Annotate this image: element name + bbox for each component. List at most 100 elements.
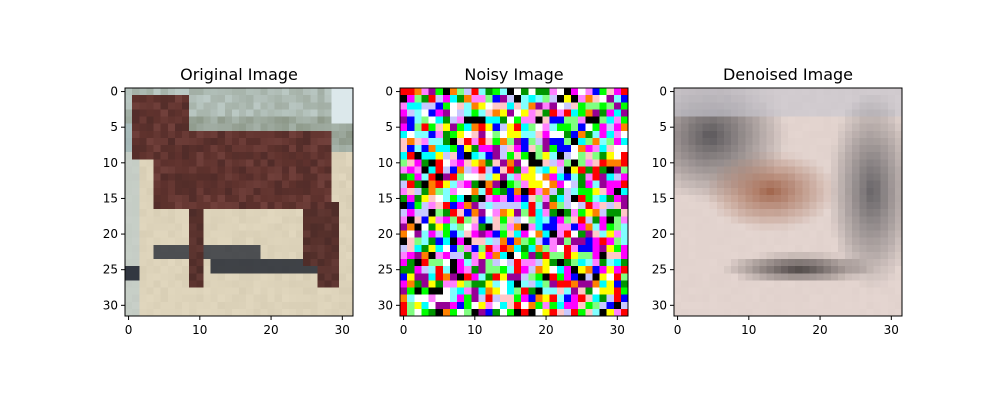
image-pixel — [231, 202, 240, 210]
image-pixel — [571, 230, 579, 239]
image-pixel — [253, 230, 261, 239]
image-pixel — [752, 166, 760, 174]
image-pixel — [514, 202, 522, 210]
image-pixel — [317, 294, 325, 303]
image-pixel — [681, 137, 689, 146]
image-pixel — [563, 237, 572, 246]
image-pixel — [132, 216, 140, 224]
image-pixel — [852, 180, 860, 189]
image-pixel — [578, 273, 586, 281]
image-pixel — [766, 294, 775, 303]
image-pixel — [189, 287, 197, 296]
image-pixel — [217, 202, 226, 210]
image-pixel — [542, 251, 551, 260]
image-pixel — [606, 159, 615, 167]
image-pixel — [274, 123, 283, 132]
image-pixel — [723, 123, 732, 132]
image-pixel — [310, 95, 318, 103]
image-pixel — [674, 194, 682, 203]
image-pixel — [773, 130, 782, 139]
image-pixel — [167, 244, 176, 253]
image-pixel — [274, 194, 283, 203]
image-pixel — [702, 130, 711, 139]
image-pixel — [217, 159, 226, 167]
image-pixel — [606, 123, 615, 132]
image-pixel — [837, 301, 846, 310]
image-pixel — [873, 173, 882, 182]
image-pixel — [716, 216, 725, 224]
image-pixel — [414, 123, 422, 132]
image-pixel — [873, 223, 882, 231]
image-pixel — [288, 123, 297, 132]
y-tick-label: 15 — [103, 191, 118, 205]
image-pixel — [845, 152, 853, 160]
image-pixel — [471, 173, 479, 182]
image-pixel — [139, 308, 147, 317]
image-pixel — [274, 287, 283, 296]
image-pixel — [894, 209, 903, 217]
image-pixel — [125, 130, 133, 139]
image-pixel — [859, 187, 867, 196]
image-pixel — [702, 95, 711, 103]
image-pixel — [246, 287, 254, 296]
image-pixel — [421, 159, 429, 167]
image-pixel — [331, 173, 340, 182]
image-pixel — [210, 273, 219, 281]
image-pixel — [795, 159, 803, 167]
image-pixel — [338, 308, 347, 317]
image-pixel — [324, 130, 333, 139]
image-pixel — [535, 266, 543, 274]
image-pixel — [535, 244, 543, 253]
image-pixel — [766, 180, 775, 189]
image-pixel — [514, 237, 522, 246]
image-pixel — [267, 187, 276, 196]
image-pixel — [203, 145, 211, 153]
image-pixel — [345, 102, 354, 110]
image-pixel — [317, 209, 325, 217]
image-pixel — [809, 95, 817, 103]
image-pixel — [146, 202, 154, 210]
image-pixel — [217, 173, 226, 182]
image-pixel — [695, 273, 703, 281]
image-pixel — [231, 123, 240, 132]
image-pixel — [182, 202, 190, 210]
image-pixel — [606, 152, 615, 160]
image-pixel — [780, 102, 789, 110]
image-pixel — [802, 194, 810, 203]
image-pixel — [894, 102, 903, 110]
image-pixel — [535, 166, 543, 174]
image-pixel — [506, 109, 515, 117]
image-pixel — [866, 123, 874, 132]
image-pixel — [253, 209, 261, 217]
image-pixel — [288, 251, 297, 260]
image-pixel — [873, 280, 882, 288]
x-tick-label: 10 — [467, 323, 482, 337]
image-pixel — [521, 209, 529, 217]
image-pixel — [809, 209, 817, 217]
image-pixel — [167, 223, 176, 231]
image-pixel — [571, 109, 579, 117]
image-pixel — [338, 194, 347, 203]
image-pixel — [723, 187, 732, 196]
image-pixel — [773, 287, 782, 296]
image-pixel — [331, 280, 340, 288]
image-pixel — [620, 209, 629, 217]
image-pixel — [880, 109, 889, 117]
image-pixel — [288, 202, 297, 210]
image-pixel — [592, 187, 600, 196]
image-pixel — [160, 95, 169, 103]
image-pixel — [160, 173, 169, 182]
image-pixel — [317, 301, 325, 310]
image-pixel — [845, 166, 853, 174]
image-pixel — [606, 88, 615, 96]
image-pixel — [492, 180, 501, 189]
image-pixel — [499, 88, 508, 96]
image-pixel — [620, 166, 629, 174]
image-pixel — [731, 273, 739, 281]
image-pixel — [613, 251, 622, 260]
image-pixel — [738, 173, 746, 182]
image-pixel — [246, 251, 254, 260]
image-pixel — [485, 202, 494, 210]
image-pixel — [606, 166, 615, 174]
image-pixel — [880, 280, 889, 288]
